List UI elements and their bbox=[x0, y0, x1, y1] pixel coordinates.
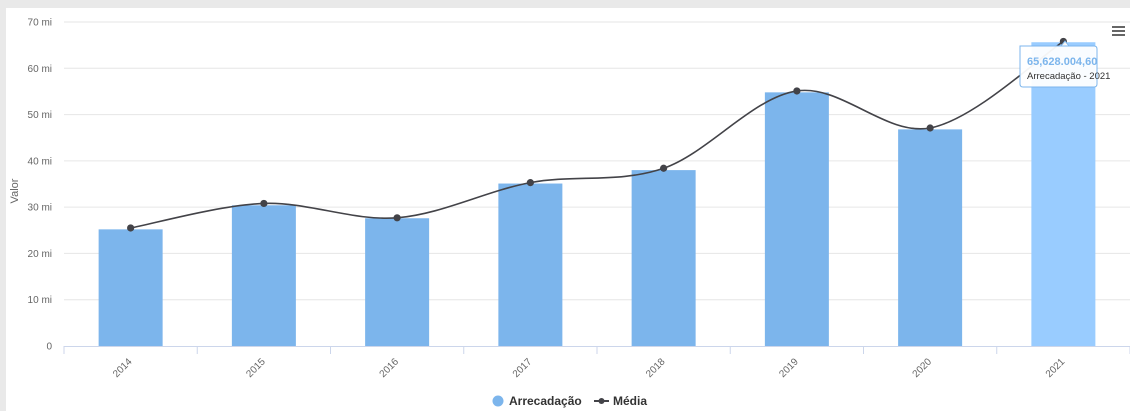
bar-2021[interactable] bbox=[1031, 42, 1096, 346]
media-point-2019[interactable] bbox=[793, 87, 801, 95]
legend-item-arrecadacao[interactable]: Arrecadação bbox=[492, 394, 582, 408]
x-tick-label: 2015 bbox=[244, 356, 268, 380]
media-point-2016[interactable] bbox=[393, 214, 401, 222]
y-tick-label: 70 mi bbox=[28, 18, 52, 29]
x-tick-label: 2016 bbox=[378, 356, 402, 380]
legend-marker-bar bbox=[492, 395, 504, 407]
bar-2020[interactable] bbox=[898, 129, 963, 346]
x-tick-label: 2014 bbox=[111, 356, 135, 380]
bar-2015[interactable] bbox=[231, 205, 296, 346]
tooltip-value: 65,628.004,60 bbox=[1027, 56, 1097, 68]
x-tick-label: 2017 bbox=[511, 356, 535, 380]
y-tick-label: 30 mi bbox=[28, 203, 52, 214]
y-tick-label: 20 mi bbox=[28, 249, 52, 260]
y-axis-ticks: 0 10 mi 20 mi 30 mi 40 mi 50 mi 60 mi 70 mi bbox=[28, 18, 53, 353]
media-line bbox=[130, 40, 1064, 229]
x-tick-label: 2020 bbox=[911, 356, 935, 380]
tooltip: 65,628.004,60 Arrecadação - 2021 bbox=[1019, 40, 1110, 88]
bar-2017[interactable] bbox=[498, 183, 563, 346]
y-tick-label: 50 mi bbox=[28, 110, 52, 121]
tooltip-label: Arrecadação - 2021 bbox=[1027, 71, 1110, 82]
chart-panel: 0 10 mi 20 mi 30 mi 40 mi 50 mi 60 mi 70 mi Val… bbox=[6, 8, 1130, 411]
x-tick-label: 2021 bbox=[1044, 356, 1068, 380]
y-tick-label: 10 mi bbox=[28, 295, 52, 306]
chart-svg: 0 10 mi 20 mi 30 mi 40 mi 50 mi 60 mi 70 mi Val… bbox=[9, 18, 1130, 408]
x-tick-label: 2018 bbox=[644, 356, 668, 380]
grid-lines bbox=[64, 21, 1130, 301]
legend-marker-dot bbox=[598, 398, 605, 404]
bar-2019[interactable] bbox=[764, 92, 829, 347]
media-point-2018[interactable] bbox=[660, 164, 668, 172]
bar-series bbox=[98, 42, 1096, 347]
legend-label-arrecadacao: Arrecadação bbox=[509, 394, 582, 408]
legend-item-media[interactable]: Média bbox=[594, 394, 647, 408]
media-point-2017[interactable] bbox=[526, 179, 534, 187]
y-tick-label: 40 mi bbox=[28, 156, 52, 167]
bar-2014[interactable] bbox=[98, 229, 163, 346]
tooltip-box bbox=[1019, 40, 1098, 88]
legend: Arrecadação Média bbox=[492, 394, 647, 408]
x-axis: 2014 2015 2016 2017 2018 2019 2020 2021 bbox=[63, 346, 1130, 380]
bar-2018[interactable] bbox=[631, 170, 696, 346]
bar-2016[interactable] bbox=[365, 218, 430, 346]
media-point-2015[interactable] bbox=[260, 199, 268, 208]
y-tick-label: 60 mi bbox=[28, 64, 52, 75]
y-axis-title: Valor bbox=[9, 178, 21, 203]
media-point-2014[interactable] bbox=[127, 224, 135, 232]
legend-label-media: Média bbox=[613, 394, 647, 408]
media-point-2020[interactable] bbox=[926, 124, 934, 132]
y-tick-label: 0 bbox=[46, 342, 52, 353]
x-tick-label: 2019 bbox=[777, 356, 801, 380]
hamburger-menu-icon[interactable] bbox=[1110, 22, 1126, 38]
